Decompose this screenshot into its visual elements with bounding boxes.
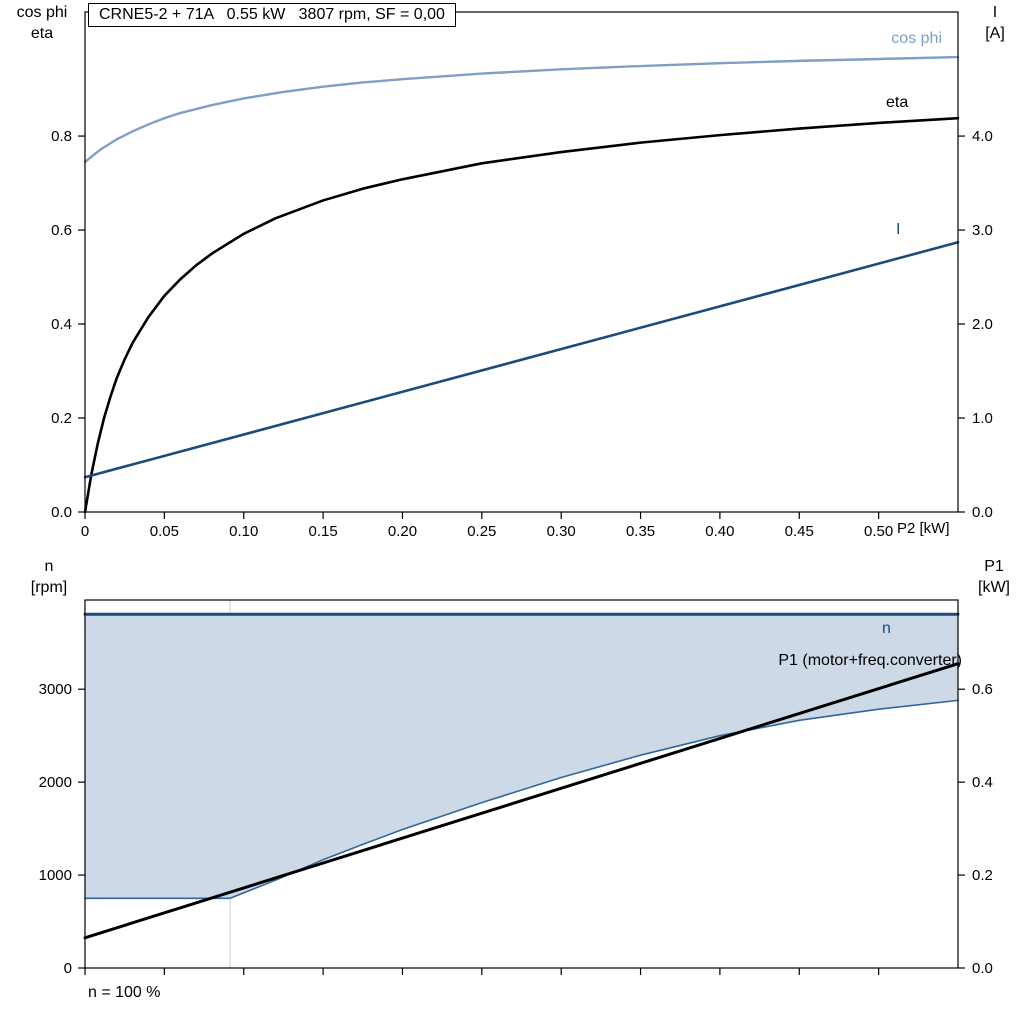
- speed-axis-title-line2: [rpm]: [30, 579, 68, 596]
- right-y-tick-label: 0.6: [972, 681, 993, 698]
- right-axis-title-line1: I: [992, 4, 998, 21]
- x-tick-label: 0.25: [467, 523, 496, 540]
- x-tick-label: 0.10: [229, 523, 258, 540]
- top-chart-motor-curves: 0 0.05 0.10 0.15 0.20 0.25 0.30 0.35 0.40 0.45 0.5…: [51, 11, 993, 540]
- right-y-tick-label: 0.0: [972, 504, 993, 521]
- bottom-left-axis-title: n [rpm]: [18, 556, 80, 598]
- right-y-tick-label: 0.4: [972, 774, 993, 791]
- x-tick-label: 0.15: [308, 523, 337, 540]
- right-y-tick-label: 0.0: [972, 960, 993, 977]
- plot-border: [84, 11, 959, 513]
- chart-title: CRNE5-2 + 71A 0.55 kW 3807 rpm, SF = 0,0…: [88, 3, 456, 27]
- left-y-tick-label: 1000: [39, 867, 72, 884]
- right-y-tick-label: 2.0: [972, 316, 993, 333]
- top-right-axis-title: I [A]: [972, 2, 1018, 44]
- left-y-tick-label: 0.2: [51, 410, 72, 427]
- speed-control-range: [85, 614, 958, 899]
- left-axis-title-line1: cos phi: [16, 4, 68, 21]
- right-y-tick-label: 3.0: [972, 222, 993, 239]
- current-curve-label: I: [896, 221, 901, 238]
- p1-axis-title-line1: P1: [984, 558, 1004, 575]
- left-y-tick-label: 0: [64, 960, 72, 977]
- x-tick-label: 0.05: [150, 523, 179, 540]
- right-y-tick-label: 4.0: [972, 128, 993, 145]
- x-tick-label: 0: [81, 523, 89, 540]
- right-y-tick-label: 0.2: [972, 867, 993, 884]
- left-y-tick-label: 0.6: [51, 222, 72, 239]
- right-y-tick-label: 1.0: [972, 410, 993, 427]
- x-tick-label: 0.30: [547, 523, 576, 540]
- left-y-tick-label: 3000: [39, 681, 72, 698]
- x-tick-label: 0.40: [705, 523, 734, 540]
- left-y-tick-label: 2000: [39, 774, 72, 791]
- x-axis-unit-label: P2 [kW]: [897, 520, 950, 537]
- left-axis-title-line2: eta: [30, 25, 54, 42]
- eta-curve-label: eta: [886, 94, 909, 111]
- series-i: [83, 240, 960, 479]
- series-p1-motor-freq-converter-: [83, 662, 960, 940]
- series-n-min: [84, 699, 959, 900]
- right-axis-title-line2: [A]: [985, 25, 1005, 42]
- x-tick-label: 0.20: [388, 523, 417, 540]
- speed-axis-title-line1: n: [44, 558, 54, 575]
- x-tick-label: 0.45: [785, 523, 814, 540]
- series-cos-phi: [83, 55, 960, 164]
- left-y-tick-label: 0.8: [51, 128, 72, 145]
- cos-phi-curve-label: cos phi: [891, 30, 942, 47]
- left-y-tick-label: 0.4: [51, 316, 72, 333]
- n-curve-label: n: [882, 620, 891, 637]
- x-tick-label: 0.50: [864, 523, 893, 540]
- p1-axis-title-line2: [kW]: [978, 579, 1010, 596]
- top-left-axis-title: cos phi eta: [4, 2, 80, 44]
- bottom-right-axis-title: P1 [kW]: [968, 556, 1020, 598]
- left-y-tick-label: 0.0: [51, 504, 72, 521]
- plot-border: [84, 599, 959, 969]
- x-tick-label: 0.35: [626, 523, 655, 540]
- p1-curve-label: P1 (motor+freq.converter): [778, 652, 962, 669]
- series-eta: [83, 116, 960, 514]
- speed-footnote: n = 100 %: [88, 984, 161, 1001]
- bottom-chart-speed-power: 0 1000 2000 3000 0.0 0.2 0.4 0.6: [39, 599, 993, 977]
